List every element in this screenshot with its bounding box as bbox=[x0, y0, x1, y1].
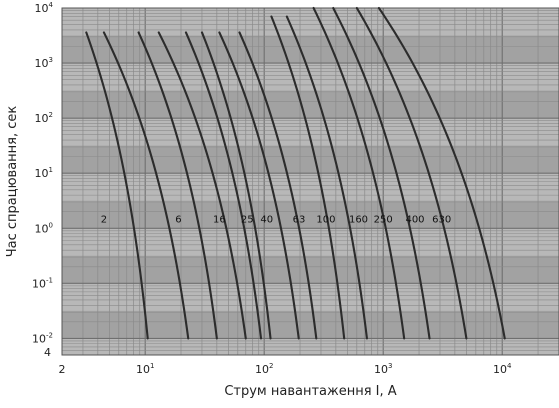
y-tick-label: 104 bbox=[35, 1, 54, 15]
x-tick-label: 104 bbox=[493, 362, 512, 376]
curve-160 bbox=[312, 6, 406, 340]
grid-band bbox=[62, 200, 559, 229]
curve-6 bbox=[137, 31, 218, 340]
x-tick-label: 101 bbox=[136, 362, 154, 376]
x-axis-title: Струм навантаження I, А bbox=[224, 384, 396, 399]
y-axis-title: Час спрацювання, сек bbox=[5, 106, 20, 258]
curve-40 bbox=[238, 31, 318, 340]
curve-4 bbox=[102, 31, 190, 340]
grid-band bbox=[62, 90, 559, 119]
grid-band bbox=[62, 145, 559, 174]
grid-band bbox=[62, 255, 559, 284]
curve-20 bbox=[200, 31, 272, 340]
curve-2 bbox=[85, 31, 149, 340]
curve-label-100: 100 bbox=[316, 215, 335, 226]
x-axis-ticks: 2 101 102 103 104 bbox=[59, 362, 512, 376]
y-axis-ticks: 10-2 10-1 100 101 102 103 104 4 bbox=[32, 1, 54, 359]
curve-label-40: 40 bbox=[260, 215, 273, 226]
grid-band bbox=[62, 35, 559, 64]
plot-border bbox=[61, 7, 559, 356]
curve-series bbox=[85, 6, 506, 340]
y-tick-label: 10-2 bbox=[32, 331, 53, 345]
curve-label-25: 25 bbox=[241, 215, 254, 226]
curve-label-630: 630 bbox=[432, 215, 451, 226]
y-extra-label: 4 bbox=[44, 346, 51, 359]
curve-labels: 2 6 16 25 40 63 100 160 250 400 630 bbox=[101, 215, 452, 226]
curve-25 bbox=[218, 31, 300, 340]
x-tick-label: 2 bbox=[59, 363, 66, 376]
curve-label-400: 400 bbox=[405, 215, 424, 226]
curve-100 bbox=[285, 15, 368, 340]
curve-label-6: 6 bbox=[175, 215, 181, 226]
curve-label-16: 16 bbox=[213, 215, 226, 226]
curve-400 bbox=[355, 6, 468, 340]
curve-63 bbox=[270, 15, 346, 340]
x-tick-label: 103 bbox=[374, 362, 392, 376]
curve-250 bbox=[332, 6, 431, 340]
curve-10 bbox=[157, 31, 247, 340]
curve-630 bbox=[377, 6, 506, 340]
grid-band bbox=[62, 8, 559, 36]
curve-label-250: 250 bbox=[374, 215, 393, 226]
curve-label-160: 160 bbox=[349, 215, 368, 226]
grid-band bbox=[62, 310, 559, 339]
y-tick-label: 100 bbox=[35, 221, 53, 235]
y-tick-label: 103 bbox=[35, 56, 53, 70]
y-tick-label: 10-1 bbox=[32, 276, 53, 290]
y-tick-label: 102 bbox=[35, 111, 53, 125]
curve-label-63: 63 bbox=[293, 215, 306, 226]
x-tick-label: 102 bbox=[255, 362, 273, 376]
curve-16 bbox=[184, 31, 263, 340]
curve-label-2: 2 bbox=[101, 215, 107, 226]
y-tick-label: 101 bbox=[35, 166, 53, 180]
grid-band bbox=[62, 173, 559, 201]
